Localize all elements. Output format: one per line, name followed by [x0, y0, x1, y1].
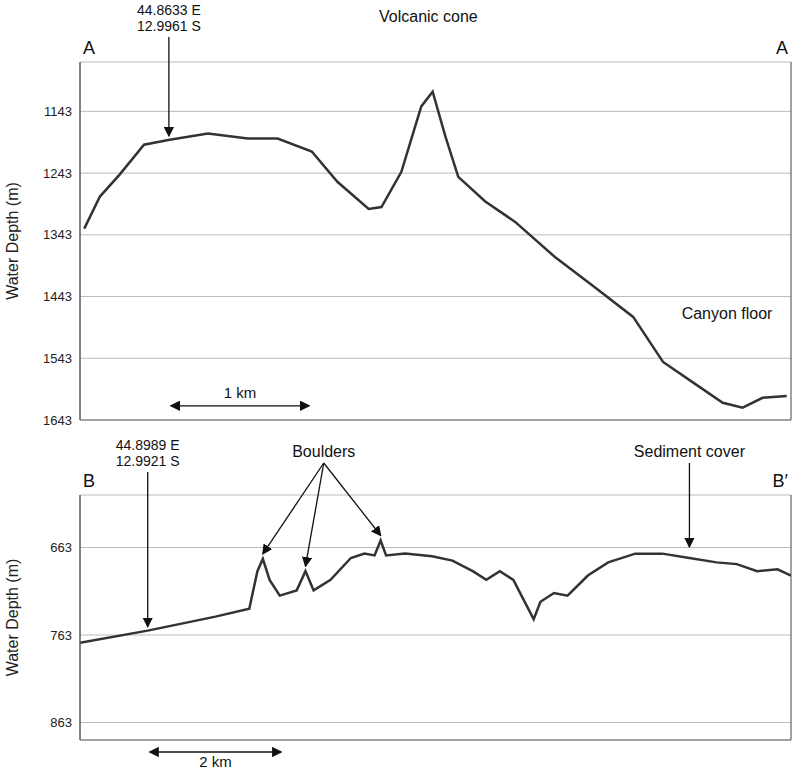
svg-text:863: 863 — [50, 715, 72, 730]
svg-text:Water Depth (m): Water Depth (m) — [4, 182, 21, 300]
svg-text:1243: 1243 — [43, 166, 72, 181]
svg-text:12.9961 S: 12.9961 S — [137, 18, 201, 34]
svg-text:44.8633 E: 44.8633 E — [137, 2, 201, 18]
svg-text:12.9921 S: 12.9921 S — [116, 453, 180, 469]
svg-text:Sediment cover: Sediment cover — [634, 443, 746, 460]
svg-text:763: 763 — [50, 628, 72, 643]
svg-text:Water Depth (m): Water Depth (m) — [4, 559, 21, 677]
svg-text:1343: 1343 — [43, 227, 72, 242]
svg-text:1 km: 1 km — [224, 384, 257, 401]
svg-text:Boulders: Boulders — [292, 443, 355, 460]
svg-text:Canyon floor: Canyon floor — [682, 305, 773, 322]
svg-text:B: B — [83, 471, 95, 491]
svg-text:1443: 1443 — [43, 289, 72, 304]
svg-text:2 km: 2 km — [199, 753, 232, 770]
svg-text:A: A — [776, 38, 788, 58]
svg-text:1143: 1143 — [44, 104, 72, 119]
svg-text:B′: B′ — [773, 471, 789, 491]
svg-text:1543: 1543 — [43, 351, 72, 366]
svg-text:A: A — [83, 38, 95, 58]
svg-text:1643: 1643 — [43, 413, 72, 428]
svg-text:663: 663 — [50, 540, 72, 555]
svg-text:44.8989 E: 44.8989 E — [116, 437, 180, 453]
svg-text:Volcanic cone: Volcanic cone — [379, 8, 478, 25]
